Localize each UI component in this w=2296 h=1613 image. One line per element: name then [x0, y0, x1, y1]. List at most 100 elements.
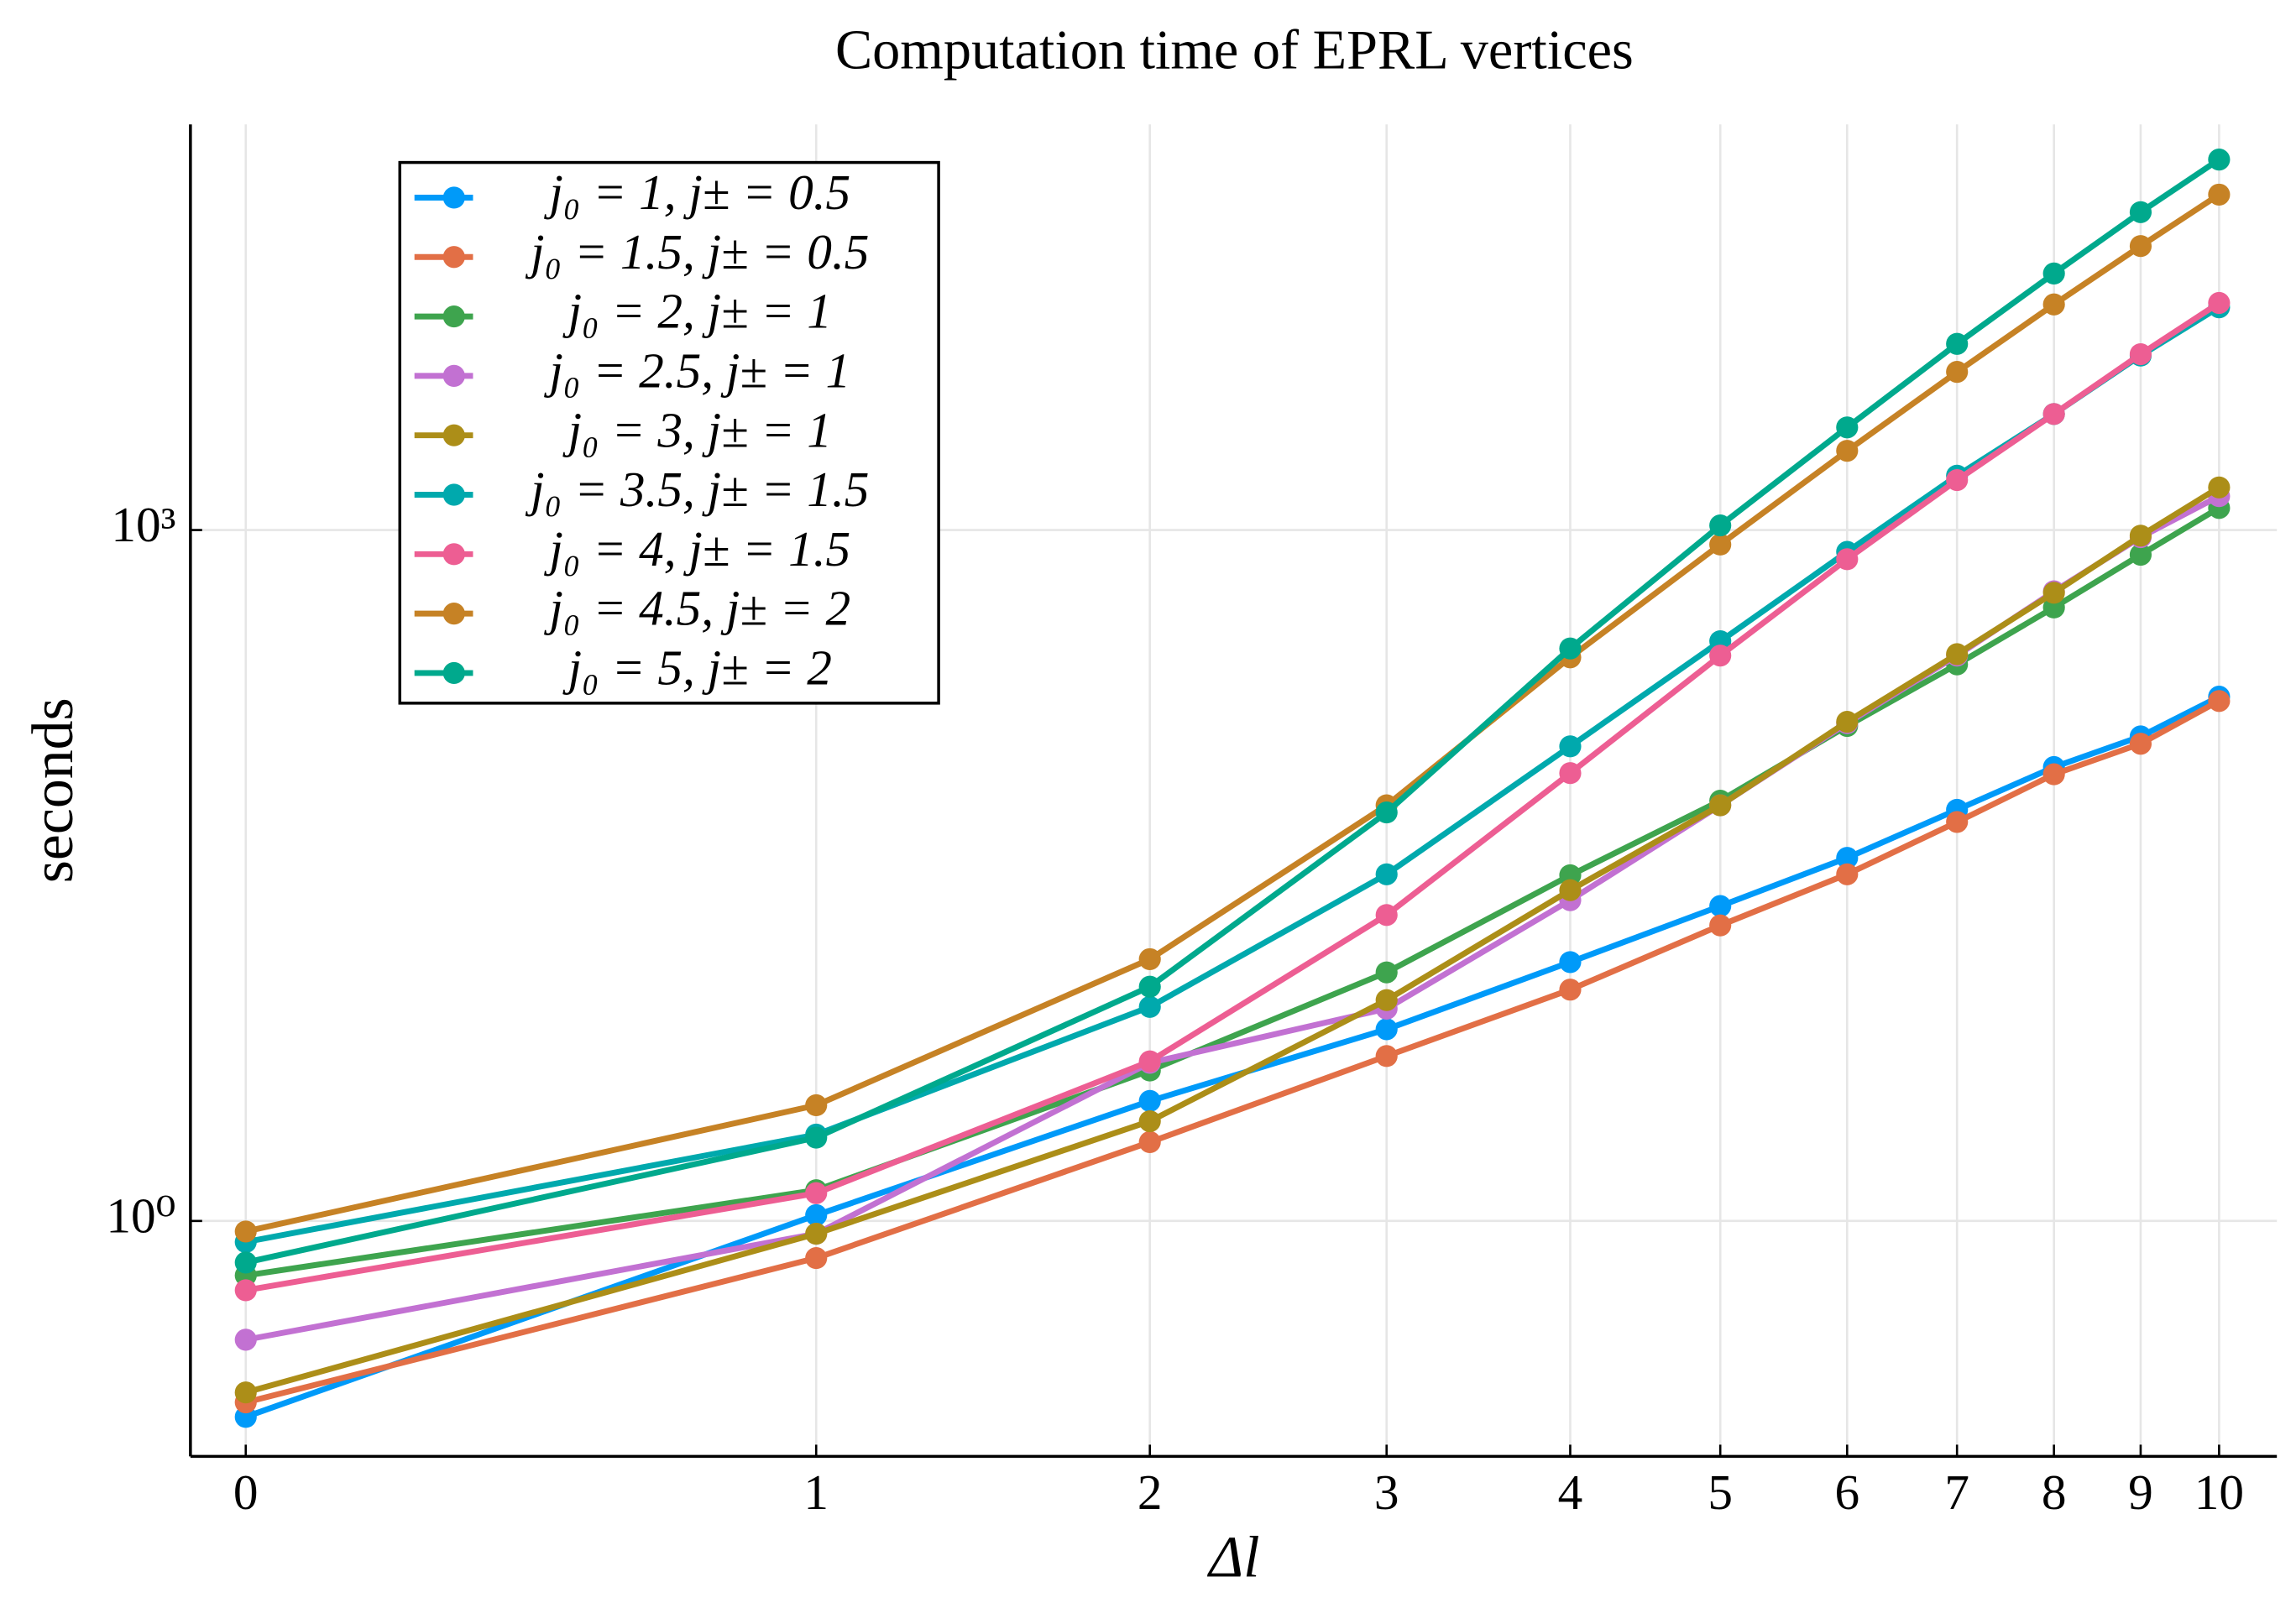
- data-point: [2129, 733, 2152, 755]
- legend-label: j₀ = 3, j± = 1: [562, 402, 832, 457]
- data-point: [1138, 947, 1161, 970]
- data-point: [1836, 710, 1859, 733]
- data-point: [805, 1094, 828, 1117]
- x-tick-label: 9: [2128, 1464, 2153, 1520]
- data-point: [1946, 643, 1969, 666]
- legend-marker: [442, 483, 465, 506]
- data-point: [1946, 811, 1969, 833]
- data-point: [2129, 201, 2152, 223]
- x-tick-label: 8: [2042, 1464, 2067, 1520]
- x-tick-label: 4: [1558, 1464, 1583, 1520]
- data-point: [1946, 332, 1969, 355]
- legend-label: j₀ = 5, j± = 2: [562, 640, 832, 696]
- data-point: [1836, 440, 1859, 462]
- data-point: [1375, 904, 1398, 927]
- y-tick-label: 10⁰: [106, 1188, 175, 1243]
- data-point: [2208, 149, 2231, 171]
- data-point: [2129, 543, 2152, 566]
- data-point: [2042, 262, 2065, 284]
- data-point: [2208, 476, 2231, 499]
- legend-marker: [442, 186, 465, 209]
- plot-area: [234, 149, 2231, 1428]
- data-point: [1559, 979, 1582, 1001]
- data-point: [805, 1182, 828, 1204]
- data-point: [1709, 645, 1732, 667]
- data-point: [1709, 914, 1732, 937]
- data-point: [1946, 361, 1969, 384]
- data-point: [2129, 235, 2152, 258]
- data-point: [1138, 1109, 1161, 1133]
- data-point: [1559, 762, 1582, 785]
- x-tick-label: 6: [1834, 1464, 1859, 1520]
- legend-box: [398, 160, 940, 705]
- data-point: [1375, 1018, 1398, 1041]
- data-point: [234, 1381, 257, 1404]
- data-point: [1138, 1130, 1161, 1153]
- data-point: [805, 1126, 828, 1149]
- data-point: [2208, 183, 2231, 206]
- x-tick-label: 2: [1138, 1464, 1163, 1520]
- legend-label: j₀ = 1.5, j± = 0.5: [525, 224, 869, 279]
- legend-label: j₀ = 2.5, j± = 1: [543, 342, 850, 398]
- legend-marker: [442, 661, 465, 685]
- data-point: [1375, 863, 1398, 885]
- legend-marker: [442, 424, 465, 446]
- legend-label: j₀ = 3.5, j± = 1.5: [525, 462, 869, 517]
- data-point: [1138, 1050, 1161, 1073]
- data-point: [2129, 342, 2152, 366]
- legend-label: j₀ = 4.5, j± = 2: [543, 581, 850, 636]
- data-point: [234, 1251, 257, 1274]
- data-point: [1836, 416, 1859, 439]
- data-point: [234, 1279, 257, 1302]
- data-point: [1375, 961, 1398, 984]
- data-point: [1559, 951, 1582, 974]
- y-tick-label: 10³: [111, 497, 175, 552]
- data-point: [234, 1220, 257, 1243]
- chart-title: Computation time of EPRL vertices: [835, 19, 1634, 81]
- data-point: [2208, 291, 2231, 315]
- data-point: [1709, 533, 1732, 556]
- data-point: [2042, 293, 2065, 316]
- data-point: [1709, 895, 1732, 917]
- x-tick-label: 7: [1944, 1464, 1969, 1520]
- legend-label: j₀ = 4, j± = 1.5: [543, 521, 850, 577]
- legend-marker: [442, 603, 465, 625]
- data-point: [1836, 548, 1859, 571]
- legend-marker: [442, 543, 465, 566]
- data-point: [1559, 879, 1582, 901]
- data-point: [2208, 690, 2231, 713]
- data-point: [1138, 1089, 1161, 1112]
- data-point: [2042, 582, 2065, 604]
- data-point: [805, 1203, 828, 1226]
- data-point: [2042, 763, 2065, 786]
- legend-marker: [442, 364, 465, 387]
- x-axis-label: Δl: [1206, 1526, 1259, 1590]
- legend-marker: [442, 305, 465, 328]
- data-point: [805, 1246, 828, 1270]
- data-point: [1836, 847, 1859, 869]
- data-point: [2129, 525, 2152, 547]
- data-point: [1375, 989, 1398, 1011]
- data-point: [1559, 637, 1582, 660]
- x-tick-label: 0: [233, 1464, 259, 1520]
- legend-marker: [442, 246, 465, 269]
- legend-label: j₀ = 2, j± = 1: [562, 284, 832, 339]
- legend-label: j₀ = 1, j± = 0.5: [543, 164, 850, 220]
- data-point: [1138, 995, 1161, 1018]
- data-point: [1559, 735, 1582, 758]
- data-point: [1138, 975, 1161, 998]
- x-tick-label: 5: [1708, 1464, 1733, 1520]
- data-point: [1709, 794, 1732, 817]
- x-tick-label: 1: [803, 1464, 829, 1520]
- legend: j₀ = 1, j± = 0.5j₀ = 1.5, j± = 0.5j₀ = 2…: [398, 160, 940, 705]
- data-point: [1709, 514, 1732, 537]
- data-point: [1375, 801, 1398, 824]
- series-line: [244, 698, 2220, 1406]
- y-axis-label: seconds: [21, 697, 86, 883]
- data-point: [1836, 863, 1859, 885]
- data-point: [1946, 468, 1969, 492]
- data-point: [805, 1222, 828, 1245]
- x-tick-label: 10: [2194, 1464, 2244, 1520]
